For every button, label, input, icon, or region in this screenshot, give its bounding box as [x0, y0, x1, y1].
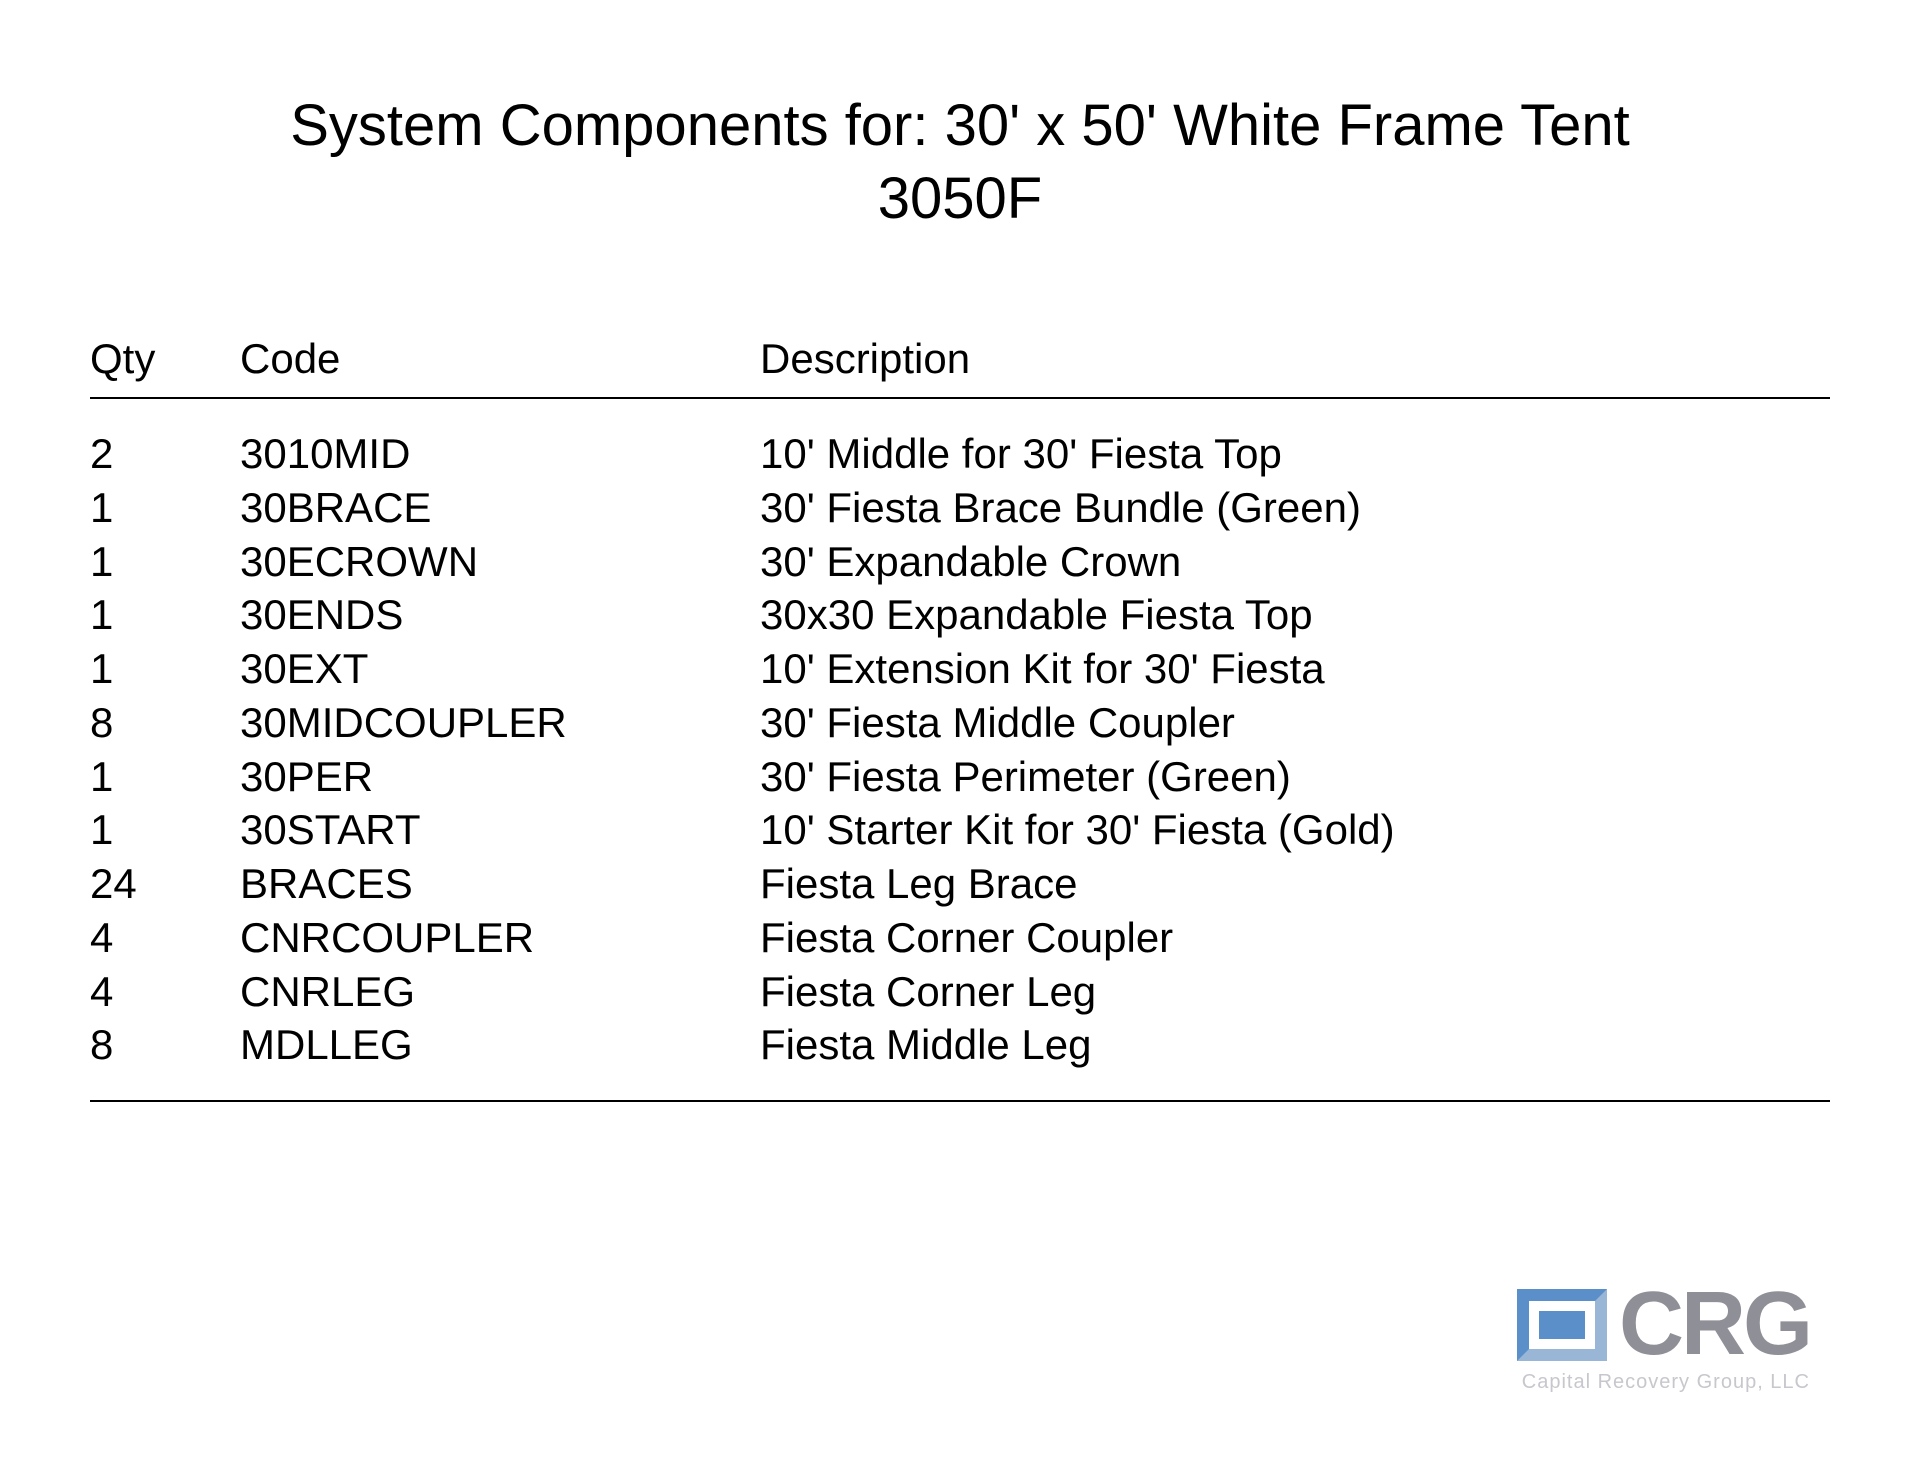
cell-qty: 1 — [90, 535, 240, 589]
cell-code: BRACES — [240, 857, 760, 911]
cell-code: 30START — [240, 803, 760, 857]
cell-code: MDLLEG — [240, 1018, 760, 1072]
cell-qty: 8 — [90, 696, 240, 750]
table-row: 4CNRLEGFiesta Corner Leg — [90, 965, 1830, 1019]
table-row: 130EXT10' Extension Kit for 30' Fiesta — [90, 642, 1830, 696]
cell-qty: 24 — [90, 857, 240, 911]
cell-qty: 4 — [90, 911, 240, 965]
table-row: 130START10' Starter Kit for 30' Fiesta (… — [90, 803, 1830, 857]
logo-text: CRG — [1619, 1284, 1810, 1365]
cell-code: 30ECROWN — [240, 535, 760, 589]
cell-code: 30BRACE — [240, 481, 760, 535]
page-title-line-2: 3050F — [120, 163, 1800, 236]
table-row: 8MDLLEGFiesta Middle Leg — [90, 1018, 1830, 1072]
cell-code: 3010MID — [240, 427, 760, 481]
cell-qty: 1 — [90, 481, 240, 535]
column-header-desc: Description — [760, 335, 1830, 383]
cell-desc: 30x30 Expandable Fiesta Top — [760, 588, 1830, 642]
cell-desc: Fiesta Leg Brace — [760, 857, 1830, 911]
cell-desc: 30' Fiesta Brace Bundle (Green) — [760, 481, 1830, 535]
logo-subtext: Capital Recovery Group, LLC — [1522, 1371, 1810, 1394]
column-header-qty: Qty — [90, 335, 240, 383]
page-title-block: System Components for: 30' x 50' White F… — [90, 90, 1830, 235]
cell-desc: Fiesta Middle Leg — [760, 1018, 1830, 1072]
cell-qty: 1 — [90, 642, 240, 696]
cell-code: CNRLEG — [240, 965, 760, 1019]
table-row: 130ECROWN30' Expandable Crown — [90, 535, 1830, 589]
cell-code: 30ENDS — [240, 588, 760, 642]
column-header-code: Code — [240, 335, 760, 383]
components-table: Qty Code Description 23010MID10' Middle … — [90, 335, 1830, 1102]
cell-desc: 30' Fiesta Perimeter (Green) — [760, 750, 1830, 804]
cell-qty: 1 — [90, 588, 240, 642]
table-row: 4CNRCOUPLERFiesta Corner Coupler — [90, 911, 1830, 965]
cell-qty: 4 — [90, 965, 240, 1019]
cell-desc: 30' Fiesta Middle Coupler — [760, 696, 1830, 750]
table-body: 23010MID10' Middle for 30' Fiesta Top130… — [90, 399, 1830, 1102]
cell-qty: 2 — [90, 427, 240, 481]
cell-code: CNRCOUPLER — [240, 911, 760, 965]
table-row: 23010MID10' Middle for 30' Fiesta Top — [90, 427, 1830, 481]
table-row: 130PER30' Fiesta Perimeter (Green) — [90, 750, 1830, 804]
cell-qty: 8 — [90, 1018, 240, 1072]
cell-code: 30EXT — [240, 642, 760, 696]
table-row: 130ENDS30x30 Expandable Fiesta Top — [90, 588, 1830, 642]
cell-desc: 10' Extension Kit for 30' Fiesta — [760, 642, 1830, 696]
cell-code: 30MIDCOUPLER — [240, 696, 760, 750]
cell-qty: 1 — [90, 750, 240, 804]
cell-desc: 30' Expandable Crown — [760, 535, 1830, 589]
table-row: 130BRACE30' Fiesta Brace Bundle (Green) — [90, 481, 1830, 535]
table-row: 24BRACESFiesta Leg Brace — [90, 857, 1830, 911]
logo-top-row: CRG — [1517, 1284, 1810, 1365]
cell-desc: Fiesta Corner Leg — [760, 965, 1830, 1019]
cell-code: 30PER — [240, 750, 760, 804]
cell-desc: 10' Middle for 30' Fiesta Top — [760, 427, 1830, 481]
crg-logo: CRG Capital Recovery Group, LLC — [1517, 1284, 1810, 1394]
page-title-line-1: System Components for: 30' x 50' White F… — [120, 90, 1800, 163]
table-header-row: Qty Code Description — [90, 335, 1830, 399]
cell-desc: 10' Starter Kit for 30' Fiesta (Gold) — [760, 803, 1830, 857]
logo-mark-icon — [1517, 1289, 1607, 1361]
cell-qty: 1 — [90, 803, 240, 857]
table-row: 830MIDCOUPLER30' Fiesta Middle Coupler — [90, 696, 1830, 750]
cell-desc: Fiesta Corner Coupler — [760, 911, 1830, 965]
